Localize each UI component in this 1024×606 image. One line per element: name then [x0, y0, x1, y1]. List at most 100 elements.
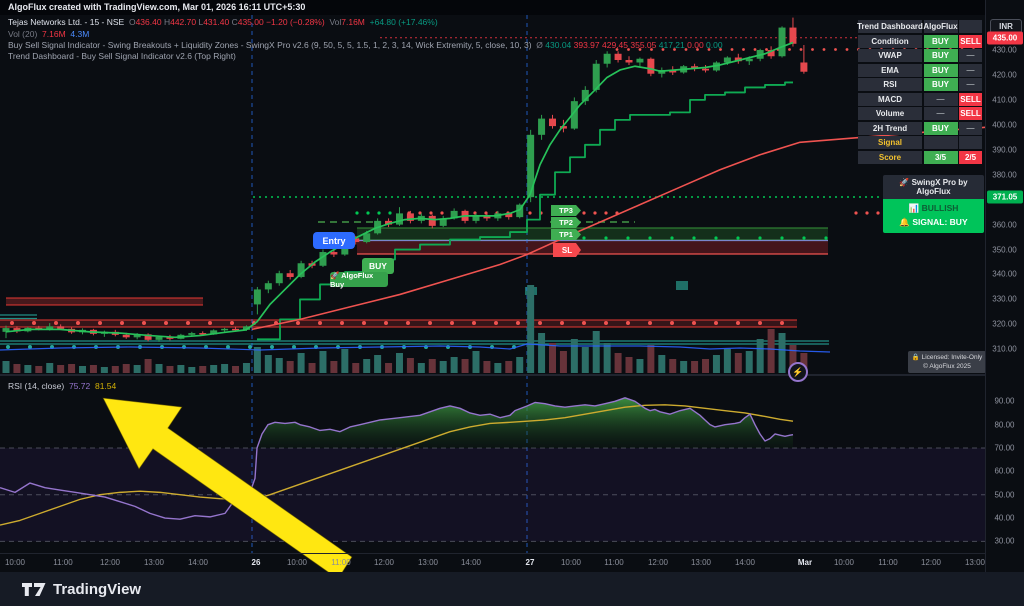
price-change: −1.20 (−0.28%) — [266, 17, 325, 27]
indicator-value: 355.05 — [628, 40, 657, 50]
rsi-ma-value: 81.54 — [94, 381, 117, 391]
indicator-value: 429.45 — [599, 40, 629, 50]
ohlc-c-value: 435.00 — [237, 17, 264, 27]
dashboard-status-cell: 2/5 — [959, 150, 982, 164]
rsi-title[interactable]: RSI (14, close) — [8, 381, 65, 391]
time-tick: 14:00 — [734, 558, 756, 567]
price-tick: 350.00 — [992, 245, 1017, 255]
price-tick: 330.00 — [992, 294, 1017, 304]
algoflux-buy-label: 🚀 AlgoFlux Buy — [330, 271, 388, 289]
price-tick: 400.00 — [992, 120, 1017, 130]
swingx-signal-text: SIGNAL: BUY — [912, 217, 968, 227]
swingx-status-text: BULLISH — [921, 203, 959, 213]
time-tick: 11:00 — [604, 558, 624, 567]
price-tag: 371.05 — [987, 190, 1023, 204]
price-tick: 390.00 — [992, 145, 1017, 155]
symbol-title[interactable]: Tejas Networks Ltd. - 15 - NSE — [8, 17, 125, 27]
tp2-label: TP2 — [551, 217, 581, 228]
time-tick: 12:00 — [647, 558, 669, 567]
time-tick: Mar — [797, 558, 813, 567]
bell-icon: 🔔 — [899, 217, 910, 227]
rsi-legend[interactable]: RSI (14, close) 75.72 81.54 — [8, 381, 116, 391]
dashboard-row-label: Signal — [858, 136, 922, 149]
rsi-tick: 90.00 — [994, 396, 1015, 406]
dashboard-header-cell: AlgoFlux — [923, 20, 958, 33]
dashboard-status-cell: BUY — [923, 49, 958, 62]
vol-indicator-title[interactable]: Vol (20) — [8, 29, 38, 39]
dashboard-status-cell — [959, 136, 982, 149]
stoploss-label: SL — [553, 243, 581, 257]
time-tick: 13:00 — [417, 558, 439, 567]
price-tick: 310.00 — [992, 344, 1017, 354]
time-axis[interactable]: 10:00 11:00 12:00 13:00 14:00 26 10:00 11:00 12:… — [0, 553, 985, 573]
dashboard-row-label: Score — [858, 150, 922, 164]
dashboard-header-cell — [959, 20, 982, 33]
entry-label: Entry — [313, 232, 355, 249]
legend-row-symbol[interactable]: Tejas Networks Ltd. - 15 - NSE O436.40 H… — [8, 17, 438, 28]
ohlc-l-value: 431.40 — [203, 17, 230, 27]
tradingview-logo[interactable]: TradingView — [22, 581, 141, 598]
vol-indicator-v2: 4.3M — [70, 29, 90, 39]
tradingview-logo-text: TradingView — [53, 580, 142, 598]
ohlc-h-label: H — [163, 17, 171, 27]
dashboard-indicator-title[interactable]: Trend Dashboard - Buy Sell Signal Indica… — [8, 51, 236, 61]
time-tick: 10:00 — [286, 558, 308, 567]
time-tick: 10:00 — [560, 558, 582, 567]
legend-row-swingx[interactable]: Buy Sell Signal Indicator - Swing Breako… — [8, 40, 723, 51]
footer-bar: TradingView — [0, 572, 1024, 606]
dashboard-status-cell: — — [959, 63, 982, 77]
indicator-value: 0.00 — [684, 40, 704, 50]
dashboard-row-label: Condition — [858, 34, 922, 48]
ohlc-o-label: O — [128, 17, 136, 27]
dashboard-row-label: Volume — [858, 107, 922, 120]
rsi-tick: 80.00 — [994, 420, 1015, 430]
dashboard-status-cell: — — [923, 107, 958, 120]
time-tick: 13:00 — [143, 558, 165, 567]
price-tick: 430.00 — [992, 45, 1017, 55]
ohlc-h-value: 442.70 — [170, 17, 197, 27]
dashboard-status-cell: — — [959, 78, 982, 91]
price-tick: 380.00 — [992, 170, 1017, 180]
price-tick: 420.00 — [992, 70, 1017, 80]
license-badge-line2: © AlgoFlux 2025 — [923, 363, 971, 370]
dashboard-row-label: MACD — [858, 92, 922, 106]
dashboard-status-cell: — — [959, 121, 982, 135]
time-tick: 13:00 — [690, 558, 712, 567]
lightning-icon[interactable]: ⚡ — [788, 362, 808, 382]
dashboard-status-cell: — — [923, 92, 958, 106]
rocket-icon: 🚀 — [899, 178, 910, 187]
swingx-signal: 🔔 SIGNAL: BUY — [883, 216, 984, 229]
chart-icon: 📊 — [908, 203, 920, 213]
time-tick: 13:00 — [964, 558, 986, 567]
dashboard-header-cell: Trend Dashboard — [857, 20, 923, 33]
price-axis[interactable]: INR 430.00 420.00 410.00 400.00 390.00 380.00… — [985, 0, 1024, 572]
time-tick: 11:00 — [53, 558, 73, 567]
rsi-tick: 50.00 — [994, 490, 1015, 500]
swingx-panel-header: 🚀 SwingX Pro by AlgoFlux — [883, 175, 984, 199]
legend-row-volume[interactable]: Vol (20) 7.16M 4.3M — [8, 29, 89, 40]
swingx-status: 📊 BULLISH — [883, 201, 984, 216]
legend-row-dashboard[interactable]: Trend Dashboard - Buy Sell Signal Indica… — [8, 51, 236, 62]
time-tick: 12:00 — [373, 558, 395, 567]
dashboard-status-cell: BUY — [923, 121, 958, 135]
ohlc-l-label: L — [198, 17, 204, 27]
trend-dashboard-panel: Trend Dashboard AlgoFlux Condition BUY SELL V… — [857, 20, 983, 164]
indicator-value: 417.21 — [656, 40, 685, 50]
license-badge-line1: 🔒 Licensed: Invite-Only — [911, 354, 983, 361]
dashboard-status-cell: BUY — [923, 63, 958, 77]
time-tick: 11:00 — [331, 558, 351, 567]
dashboard-status-cell: BUY — [923, 34, 958, 48]
rsi-tick: 40.00 — [994, 513, 1015, 523]
dashboard-status-cell: — — [959, 49, 982, 62]
dashboard-status-cell: SELL — [959, 92, 982, 106]
time-tick: 11:00 — [878, 558, 898, 567]
vol-label: Vol — [329, 17, 342, 27]
swingx-indicator-title[interactable]: Buy Sell Signal Indicator - Swing Breako… — [8, 40, 532, 50]
dashboard-row-label: 2H Trend — [858, 121, 922, 135]
indicator-value: 0.00 — [703, 40, 723, 50]
vol-value: 7.16M — [341, 17, 365, 27]
time-tick: 12:00 — [920, 558, 942, 567]
session-change: +64.80 (+17.46%) — [369, 17, 438, 27]
dashboard-status-cell — [923, 136, 958, 149]
